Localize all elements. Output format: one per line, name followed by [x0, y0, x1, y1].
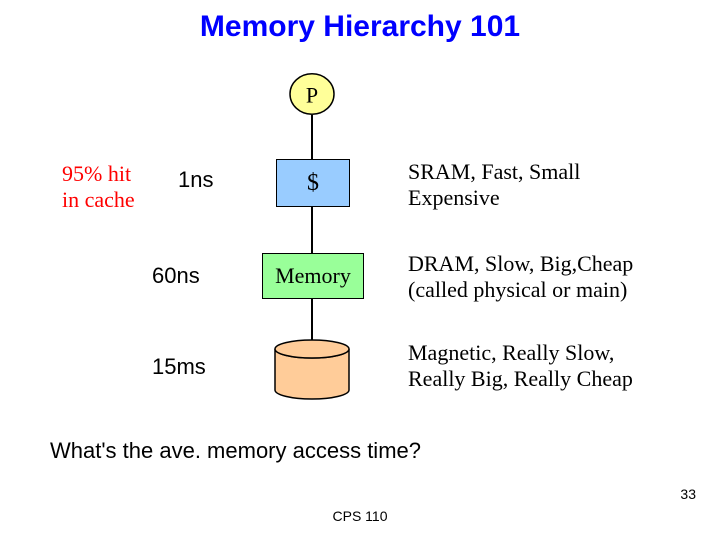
- cache-box: $: [276, 159, 350, 207]
- connector-p-cache: [311, 115, 313, 160]
- footer-course: CPS 110: [0, 508, 720, 524]
- cache-right-note: SRAM, Fast, SmallExpensive: [408, 159, 580, 211]
- cache-box-label: $: [307, 170, 319, 197]
- disk-cylinder: [269, 334, 355, 405]
- question-text: What's the ave. memory access time?: [50, 438, 421, 464]
- processor-node: P: [288, 70, 336, 118]
- memory-box: Memory: [262, 253, 364, 299]
- disk-latency: 15ms: [152, 354, 206, 380]
- memory-right-note: DRAM, Slow, Big,Cheap(called physical or…: [408, 251, 633, 303]
- memory-box-label: Memory: [275, 263, 351, 289]
- disk-right-note: Magnetic, Really Slow,Really Big, Really…: [408, 340, 633, 392]
- cache-hit-note: 95% hitin cache: [62, 161, 135, 213]
- svg-text:P: P: [306, 83, 318, 108]
- footer-slide-number: 33: [680, 486, 696, 502]
- memory-latency: 60ns: [152, 263, 200, 289]
- slide-title: Memory Hierarchy 101: [0, 10, 720, 44]
- connector-cache-memory: [311, 205, 313, 254]
- cache-latency: 1ns: [178, 167, 213, 193]
